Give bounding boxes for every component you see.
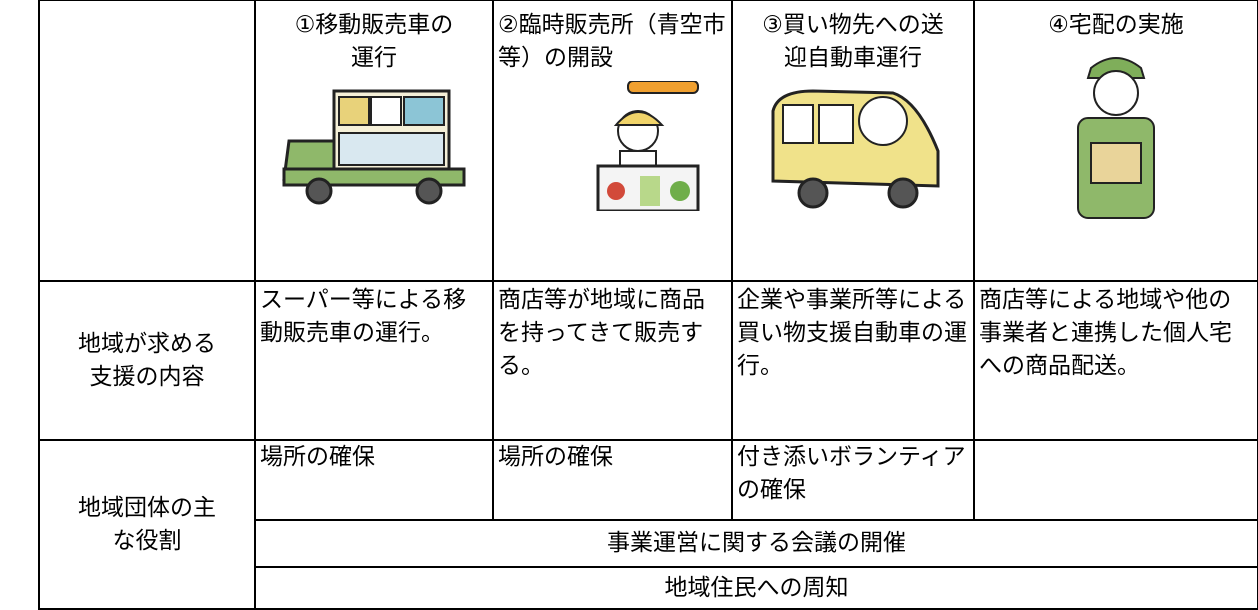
content-cell: 商店等が地域に商品を持ってきて販売する。 xyxy=(492,280,733,441)
shared-role-row: 事業運営に関する会議の開催 xyxy=(39,519,1258,568)
shared-role-cell: 地域住民への周知 xyxy=(254,566,1258,610)
role-cell: 付き添いボランティアの確保 xyxy=(731,439,975,521)
header-cell: ③買い物先への送迎自動車運行 xyxy=(731,0,975,282)
role-row: 地域団体の主な役割 場所の確保 場所の確保 付き添いボランティアの確保 xyxy=(38,439,1258,610)
role-cell: 場所の確保 xyxy=(254,439,494,521)
content-cell: スーパー等による移動販売車の運行。 xyxy=(254,280,494,441)
row-label: 地域団体の主な役割 xyxy=(38,439,256,610)
header-text: ①移動販売車の運行 xyxy=(294,12,454,71)
header-cell: ②臨時販売所（青空市等）の開設 xyxy=(492,0,733,282)
corner-cell xyxy=(38,0,256,282)
truck-illustration xyxy=(282,89,466,205)
header-text: ④宅配の実施 xyxy=(1048,12,1184,38)
role-cell xyxy=(973,439,1258,521)
delivery-illustration xyxy=(1077,57,1155,219)
header-text: ③買い物先への送迎自動車運行 xyxy=(762,12,944,71)
header-text: ②臨時販売所（青空市等）の開設 xyxy=(498,12,726,71)
header-cell: ④宅配の実施 xyxy=(973,0,1258,282)
header-row: ①移動販売車の運行 ②臨時販売所（青空市等）の開設 xyxy=(38,0,1258,282)
shared-role-cell: 事業運営に関する会議の開催 xyxy=(254,519,1258,568)
content-cell: 商店等による地域や他の事業者と連携した個人宅への商品配送。 xyxy=(973,280,1258,441)
support-table: ①移動販売車の運行 ②臨時販売所（青空市等）の開設 xyxy=(38,0,1258,610)
car-illustration xyxy=(771,89,940,209)
content-row: 地域が求める支援の内容 スーパー等による移動販売車の運行。 商店等が地域に商品を… xyxy=(38,280,1258,441)
role-cell: 場所の確保 xyxy=(492,439,733,521)
header-cell: ①移動販売車の運行 xyxy=(254,0,494,282)
stall-illustration xyxy=(596,81,699,211)
content-cell: 企業や事業所等による買い物支援自動車の運行。 xyxy=(731,280,975,441)
row-label: 地域が求める支援の内容 xyxy=(38,280,256,441)
